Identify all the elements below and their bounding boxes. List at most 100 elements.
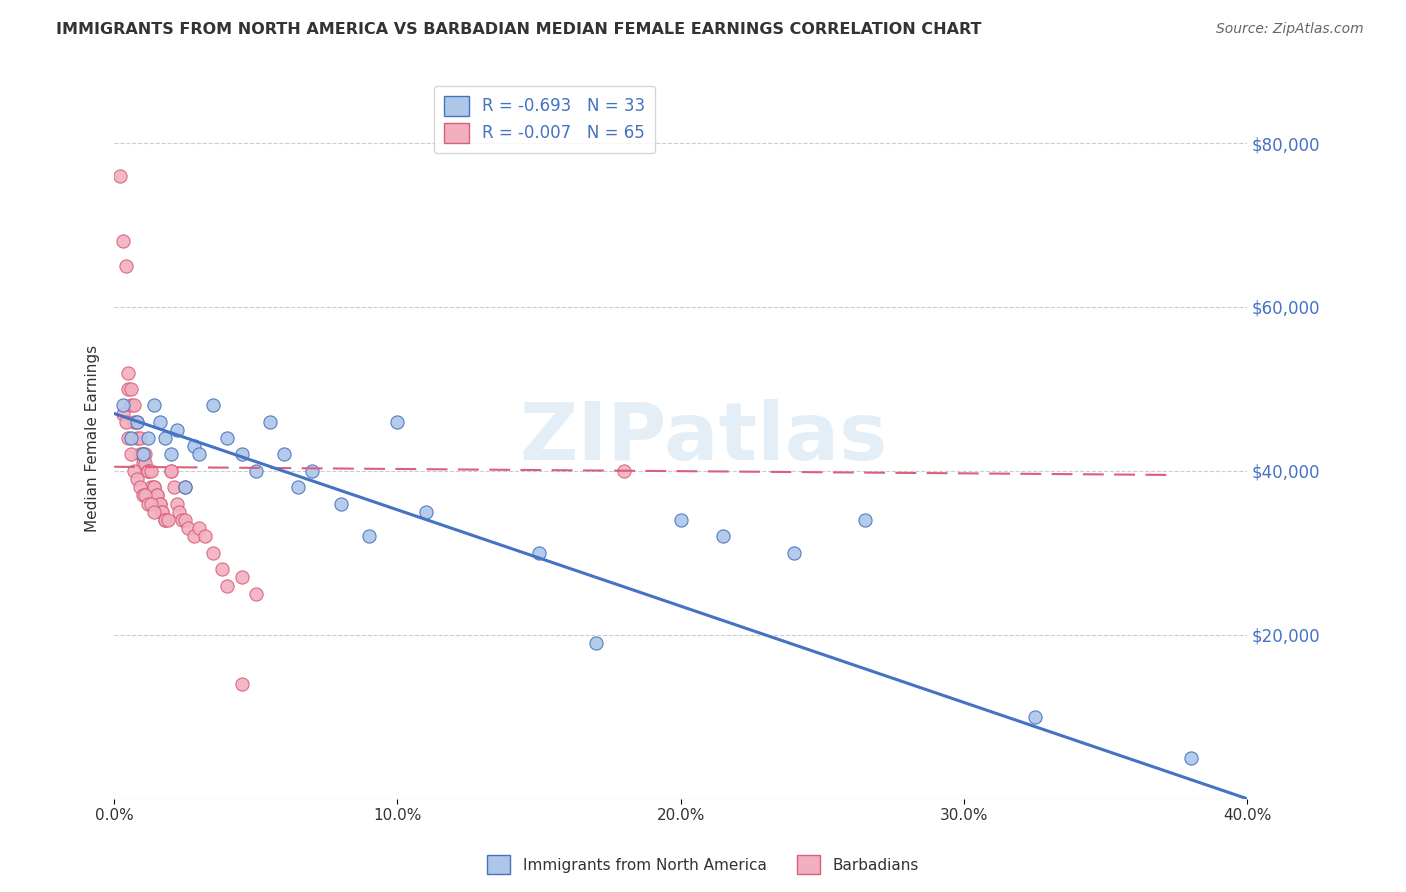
Point xyxy=(273,448,295,462)
Point xyxy=(217,431,239,445)
Point xyxy=(117,366,139,380)
Point xyxy=(183,529,205,543)
Point xyxy=(148,497,170,511)
Point xyxy=(217,579,239,593)
Point xyxy=(142,398,165,412)
Legend: Immigrants from North America, Barbadians: Immigrants from North America, Barbadian… xyxy=(481,849,925,880)
Point xyxy=(783,546,806,560)
Point xyxy=(150,505,173,519)
Point xyxy=(125,472,148,486)
Point xyxy=(153,513,176,527)
Point xyxy=(160,464,183,478)
Point xyxy=(139,480,162,494)
Point xyxy=(259,415,281,429)
Point xyxy=(128,480,150,494)
Point xyxy=(134,488,156,502)
Point xyxy=(174,480,197,494)
Point xyxy=(150,505,173,519)
Point xyxy=(527,546,550,560)
Point xyxy=(142,480,165,494)
Point xyxy=(125,415,148,429)
Point xyxy=(329,497,352,511)
Point xyxy=(120,382,142,396)
Point xyxy=(301,464,323,478)
Point xyxy=(131,448,153,462)
Point xyxy=(194,529,217,543)
Point xyxy=(245,464,267,478)
Point xyxy=(120,448,142,462)
Point xyxy=(202,398,225,412)
Point xyxy=(169,505,191,519)
Legend: R = -0.693   N = 33, R = -0.007   N = 65: R = -0.693 N = 33, R = -0.007 N = 65 xyxy=(434,86,655,153)
Point xyxy=(148,415,170,429)
Point xyxy=(202,546,225,560)
Point xyxy=(166,423,188,437)
Point xyxy=(359,529,381,543)
Point xyxy=(188,521,211,535)
Point xyxy=(134,448,156,462)
Point xyxy=(160,464,183,478)
Point xyxy=(120,431,142,445)
Point xyxy=(231,677,253,691)
Text: Source: ZipAtlas.com: Source: ZipAtlas.com xyxy=(1216,22,1364,37)
Point xyxy=(163,480,186,494)
Point xyxy=(613,464,636,478)
Point xyxy=(145,488,167,502)
Point xyxy=(156,513,179,527)
Point xyxy=(136,464,159,478)
Point xyxy=(415,505,437,519)
Point xyxy=(177,521,200,535)
Point xyxy=(134,456,156,470)
Point xyxy=(231,570,253,584)
Point xyxy=(245,587,267,601)
Point xyxy=(585,636,607,650)
Text: ZIPatlas: ZIPatlas xyxy=(519,399,887,477)
Point xyxy=(148,497,170,511)
Point xyxy=(114,259,136,273)
Point xyxy=(188,448,211,462)
Point xyxy=(172,513,194,527)
Text: IMMIGRANTS FROM NORTH AMERICA VS BARBADIAN MEDIAN FEMALE EARNINGS CORRELATION CH: IMMIGRANTS FROM NORTH AMERICA VS BARBADI… xyxy=(56,22,981,37)
Point xyxy=(111,398,134,412)
Point xyxy=(120,398,142,412)
Point xyxy=(125,431,148,445)
Point xyxy=(231,448,253,462)
Point xyxy=(142,505,165,519)
Point xyxy=(128,448,150,462)
Point xyxy=(131,448,153,462)
Y-axis label: Median Female Earnings: Median Female Earnings xyxy=(86,344,100,532)
Point xyxy=(387,415,409,429)
Point xyxy=(153,513,176,527)
Point xyxy=(117,382,139,396)
Point xyxy=(153,431,176,445)
Point xyxy=(128,431,150,445)
Point xyxy=(131,448,153,462)
Point xyxy=(136,497,159,511)
Point xyxy=(139,464,162,478)
Point xyxy=(1180,751,1202,765)
Point xyxy=(139,497,162,511)
Point xyxy=(142,480,165,494)
Point xyxy=(114,415,136,429)
Point xyxy=(1024,710,1046,724)
Point xyxy=(211,562,233,576)
Point xyxy=(122,415,145,429)
Point xyxy=(131,448,153,462)
Point xyxy=(174,513,197,527)
Point xyxy=(108,169,131,183)
Point xyxy=(122,398,145,412)
Point xyxy=(111,407,134,421)
Point xyxy=(183,439,205,453)
Point xyxy=(136,431,159,445)
Point xyxy=(122,464,145,478)
Point xyxy=(136,464,159,478)
Point xyxy=(117,431,139,445)
Point xyxy=(669,513,692,527)
Point xyxy=(160,448,183,462)
Point xyxy=(287,480,309,494)
Point xyxy=(131,456,153,470)
Point xyxy=(125,415,148,429)
Point xyxy=(166,497,188,511)
Point xyxy=(174,480,197,494)
Point xyxy=(145,488,167,502)
